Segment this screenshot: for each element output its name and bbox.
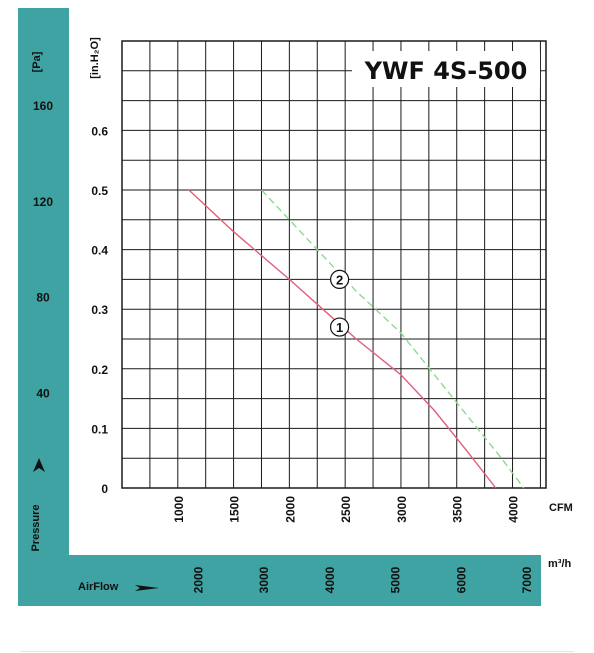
cfm-tick-labels: 1000 1500 2000 2500 3000 3500 4000 <box>172 496 521 523</box>
inh2o-tick-label: 0.2 <box>91 363 108 377</box>
pressure-axis-label: Pressure <box>30 504 42 551</box>
bottom-divider <box>20 651 574 652</box>
series-line-1 <box>188 189 497 489</box>
m3h-tick-label: 4000 <box>323 566 337 593</box>
series-lines <box>188 189 525 489</box>
m3h-tick-label: 5000 <box>389 566 403 593</box>
inh2o-tick-label: 0 <box>101 482 108 496</box>
series-line-2 <box>260 189 525 489</box>
cfm-tick-label: 2000 <box>283 496 297 523</box>
pa-tick-label: 80 <box>36 291 50 305</box>
cfm-tick-label: 3500 <box>451 496 465 523</box>
cfm-unit-label: CFM <box>549 502 573 514</box>
plot-frame <box>121 40 547 489</box>
axis-frame <box>18 8 541 606</box>
title-box <box>352 51 540 87</box>
left-axis-band <box>18 8 69 606</box>
pa-tick-label: 40 <box>36 386 50 400</box>
chart-title: YWF 4S-500 <box>364 57 528 85</box>
cfm-tick-label: 2500 <box>339 496 353 523</box>
curve-marker-label: 1 <box>336 320 343 335</box>
m3h-tick-label: 3000 <box>257 566 271 593</box>
curve-marker-circle <box>329 269 350 289</box>
curve-markers: 12 <box>329 269 350 337</box>
inh2o-tick-label: 0.1 <box>91 422 108 436</box>
curve-marker-label: 2 <box>336 272 343 287</box>
inh2o-tick-label: 0.3 <box>91 303 108 317</box>
inh2o-unit-label: [in.H₂O] <box>89 37 101 79</box>
m3h-unit-label: m³/h <box>548 558 572 570</box>
inh2o-tick-label: 0.5 <box>91 184 108 198</box>
airflow-axis-label: AirFlow <box>78 581 119 593</box>
bottom-axis-band <box>18 555 541 606</box>
m3h-tick-label: 7000 <box>520 566 534 593</box>
airflow-arrow-icon <box>135 585 159 591</box>
cfm-tick-label: 4000 <box>507 496 521 523</box>
cfm-tick-label: 1000 <box>172 496 186 523</box>
pa-tick-label: 120 <box>33 195 53 209</box>
curve-marker-circle <box>329 317 350 337</box>
m3h-tick-label: 6000 <box>454 566 468 593</box>
m3h-tick-labels: 2000 3000 4000 5000 6000 7000 <box>192 566 534 593</box>
cfm-tick-label: 1500 <box>228 496 242 523</box>
pa-tick-labels: 160 120 80 40 <box>33 99 53 400</box>
m3h-tick-label: 2000 <box>192 566 206 593</box>
pa-unit-label: [Pa] <box>31 51 43 72</box>
pressure-arrow-icon <box>33 458 45 472</box>
inh2o-tick-labels: 0.6 0.5 0.4 0.3 0.2 0.1 0 <box>91 124 108 496</box>
grid <box>122 41 546 488</box>
cfm-tick-label: 3000 <box>395 496 409 523</box>
inh2o-tick-label: 0.4 <box>91 244 108 258</box>
inh2o-tick-label: 0.6 <box>91 124 108 138</box>
pa-tick-label: 160 <box>33 99 53 113</box>
